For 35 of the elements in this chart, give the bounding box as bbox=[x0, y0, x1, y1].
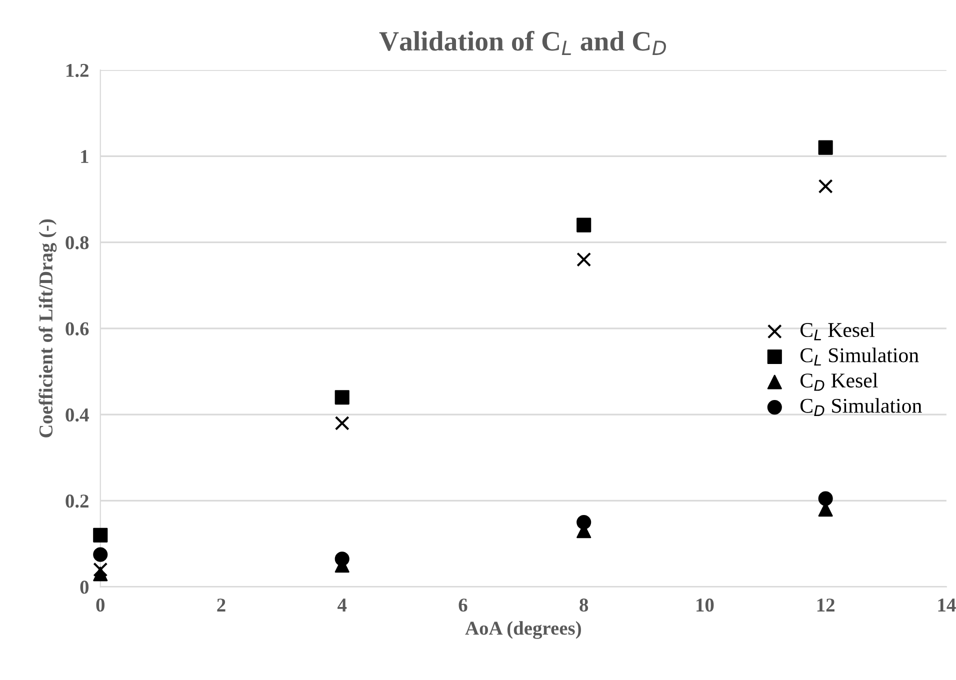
point bbox=[93, 547, 108, 562]
y-tick-label: 0.2 bbox=[66, 494, 88, 508]
point bbox=[576, 218, 592, 232]
point bbox=[93, 562, 108, 577]
point bbox=[93, 528, 108, 542]
point bbox=[576, 514, 592, 530]
legend-label: C$_{D}$ Kesel bbox=[800, 372, 878, 391]
legend-label: C$_{D}$ Simulation bbox=[800, 398, 922, 416]
y-tick-label: 0.4 bbox=[66, 408, 89, 422]
x-tick-label: 10 bbox=[696, 598, 714, 612]
x-axis-title: AoA (degrees) bbox=[465, 621, 581, 639]
y-tick-label: 1 bbox=[81, 150, 88, 163]
y-tick-label: 1.2 bbox=[66, 64, 88, 78]
x-tick-label: 8 bbox=[580, 598, 588, 612]
point bbox=[334, 552, 350, 566]
point bbox=[334, 416, 350, 430]
point bbox=[93, 566, 108, 582]
y-tick-label: 0.8 bbox=[66, 236, 89, 250]
x-tick-label: 6 bbox=[458, 598, 468, 612]
x-tick-label: 4 bbox=[338, 598, 347, 612]
x-tick-label: 12 bbox=[817, 598, 834, 612]
point bbox=[818, 140, 833, 155]
y-axis-title: Coefficient of Lift/Drag (-) bbox=[38, 219, 57, 438]
point bbox=[818, 179, 833, 194]
y-tick-label: 0.6 bbox=[66, 322, 89, 336]
x-tick-label: 14 bbox=[938, 598, 956, 612]
x-tick-label: 0 bbox=[96, 598, 104, 612]
point bbox=[818, 491, 833, 506]
x-tick-label: 2 bbox=[217, 598, 226, 612]
chart-title: Validation of C$_{L}$ and C$_{D}$ bbox=[379, 30, 666, 55]
legend-label: C$_{L}$ Kesel bbox=[800, 322, 875, 340]
point bbox=[334, 390, 350, 405]
point bbox=[576, 252, 592, 267]
legend-label: C$_{L}$ Simulation bbox=[800, 348, 919, 366]
y-tick-label: 0 bbox=[80, 580, 89, 594]
